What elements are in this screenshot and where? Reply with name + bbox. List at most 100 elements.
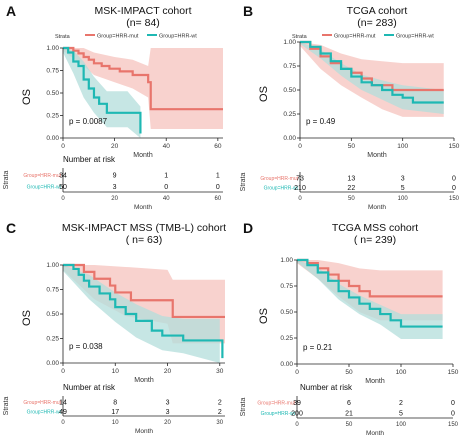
x-tick-label: 50 (345, 369, 353, 376)
panel-a: A MSK-IMPACT cohort(n= 84) Strata Group=HRR… (3, 3, 223, 211)
risk-count: 1 (216, 173, 220, 180)
p-value: p = 0.49 (306, 117, 336, 126)
risk-strata-label: Strata (3, 397, 10, 416)
risk-x-tick-label: 0 (298, 196, 302, 202)
risk-x-tick-label: 20 (164, 420, 171, 426)
risk-x-axis-label: Month (368, 204, 386, 211)
risk-count: 17 (111, 409, 119, 416)
risk-count: 1 (164, 173, 168, 180)
risk-table-title: Number at risk (63, 383, 116, 392)
risk-count: 3 (113, 184, 117, 191)
risk-count: 0 (451, 400, 455, 407)
chart-subtitle: (n= 84) (126, 17, 160, 29)
y-tick-label: 0.75 (46, 68, 59, 75)
y-tick-label: 0.25 (46, 336, 59, 343)
risk-count: 22 (347, 185, 355, 192)
chart-subtitle: ( n= 63) (126, 234, 162, 246)
survival-line-mut (63, 263, 225, 319)
risk-count: 3 (166, 409, 170, 416)
y-tick-label: 0.50 (46, 311, 59, 318)
risk-count: 34 (59, 173, 67, 180)
risk-count: 39 (293, 400, 301, 407)
x-tick-label: 50 (348, 143, 356, 150)
x-tick-label: 40 (163, 143, 171, 150)
y-tick-label: 0.25 (280, 335, 293, 342)
risk-row-label: Group=HRR-wt (264, 186, 299, 192)
risk-x-tick-label: 50 (348, 196, 355, 202)
risk-x-tick-label: 150 (448, 422, 459, 428)
x-tick-label: 0 (61, 368, 65, 375)
y-axis-label: OS (21, 310, 33, 326)
risk-count: 5 (399, 411, 403, 418)
p-value: p = 0.038 (69, 342, 103, 351)
risk-count: 6 (347, 400, 351, 407)
x-tick-label: 10 (112, 368, 120, 375)
panel-d: D TCGA MSS cohort( n= 239) 0.00 0.25 0.50 0.7… (240, 220, 459, 436)
legend-entry: Group=HRR-mut (334, 34, 376, 40)
y-tick-label: 0.75 (283, 63, 296, 70)
survival-line-wt (297, 258, 443, 328)
legend-entry: Group=HRR-wt (159, 34, 197, 40)
risk-count: 14 (59, 400, 67, 407)
risk-count: 21 (345, 411, 353, 418)
risk-strata-label: Strata (240, 398, 247, 417)
x-tick-label: 30 (216, 368, 224, 375)
risk-count: 0 (452, 176, 456, 183)
x-axis-label: Month (134, 377, 154, 384)
x-tick-label: 0 (61, 143, 65, 150)
risk-count: 0 (452, 185, 456, 192)
risk-x-tick-label: 60 (214, 196, 221, 202)
y-tick-label: 0.75 (46, 287, 59, 294)
y-tick-label: 0.50 (280, 309, 293, 316)
risk-row-label: Group=HRR-wt (27, 410, 62, 416)
risk-x-tick-label: 30 (216, 420, 223, 426)
risk-x-tick-label: 50 (346, 422, 353, 428)
risk-count: 2 (218, 400, 222, 407)
risk-count: 0 (164, 184, 168, 191)
risk-count: 3 (166, 400, 170, 407)
risk-row-label: Group=HRR-mut (23, 400, 61, 406)
legend-entry: Group=HRR-mut (97, 34, 139, 40)
risk-x-tick-label: 20 (111, 196, 118, 202)
survival-line-wt (63, 263, 224, 359)
legend-entry: Group=HRR-wt (396, 34, 434, 40)
risk-x-axis-label: Month (135, 428, 153, 435)
y-tick-label: 1.00 (280, 257, 293, 264)
risk-count: 13 (347, 176, 355, 183)
chart-title: MSK-IMPACT cohort (94, 5, 191, 17)
y-tick-label: 0.00 (283, 135, 296, 142)
x-axis-label: Month (365, 378, 385, 385)
risk-count: 49 (59, 409, 67, 416)
risk-count: 5 (401, 185, 405, 192)
risk-x-tick-label: 10 (112, 420, 119, 426)
x-tick-label: 60 (214, 143, 222, 150)
p-value: p = 0.0087 (69, 117, 108, 126)
risk-x-tick-label: 0 (295, 422, 299, 428)
y-tick-label: 0.50 (46, 90, 59, 97)
chart-title: TCGA MSS cohort (332, 222, 418, 234)
legend-title: Strata (292, 34, 308, 40)
risk-count: 200 (291, 411, 303, 418)
risk-row-label: Group=HRR-mut (260, 176, 298, 182)
y-tick-label: 1.00 (46, 45, 59, 52)
risk-count: 9 (113, 173, 117, 180)
x-tick-label: 150 (448, 369, 459, 376)
y-tick-label: 0.75 (280, 283, 293, 290)
x-tick-label: 150 (449, 143, 460, 150)
panel-b: B TCGA cohort(n= 283) Strata Group=HRR-mut G… (240, 3, 460, 211)
risk-count: 50 (59, 184, 67, 191)
y-tick-label: 1.00 (283, 39, 296, 46)
legend-title: Strata (55, 34, 71, 40)
y-tick-label: 0.50 (283, 87, 296, 94)
y-axis-label: OS (258, 308, 270, 324)
risk-count: 8 (113, 400, 117, 407)
risk-x-tick-label: 0 (61, 420, 65, 426)
y-tick-label: 0.00 (46, 360, 59, 367)
chart-title: MSK-IMPACT MSS (TMB-L) cohort (62, 222, 226, 234)
risk-count: 73 (296, 176, 304, 183)
risk-count: 2 (399, 400, 403, 407)
risk-x-tick-label: 100 (398, 196, 409, 202)
risk-table-title: Number at risk (63, 155, 116, 164)
x-tick-label: 20 (111, 143, 119, 150)
